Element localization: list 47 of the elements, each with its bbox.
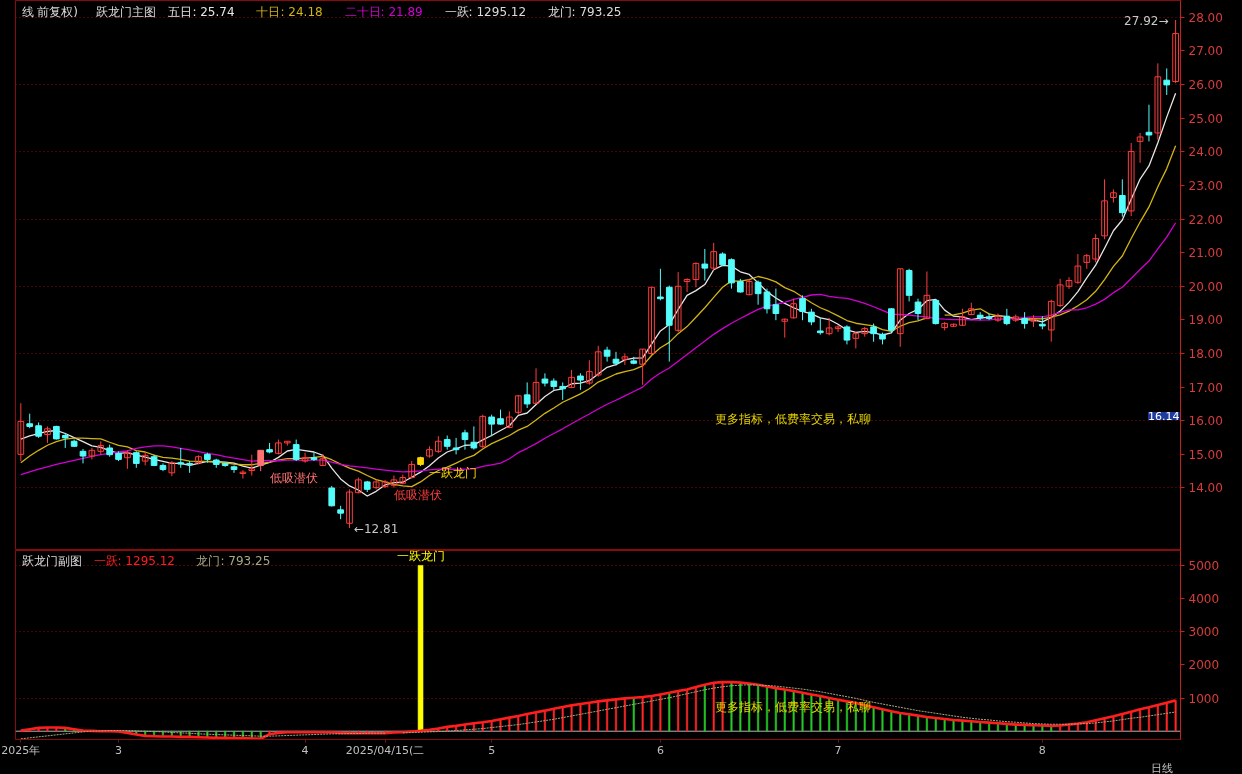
- y-tick-label: 17.00: [1188, 380, 1223, 395]
- y-tick-label: 5000: [1188, 558, 1220, 573]
- x-tick-label: 2025/04/15(二: [345, 743, 425, 757]
- x-tick-label: 5: [488, 743, 496, 757]
- x-tick-label: 3: [115, 743, 123, 757]
- y-tick-label: 19.00: [1188, 313, 1223, 328]
- x-tick-label: 6: [656, 743, 664, 757]
- y-tick-label: 21.00: [1188, 246, 1223, 261]
- y-tick-label: 27.00: [1188, 44, 1223, 59]
- annotation: 16.14: [1148, 410, 1180, 424]
- text: 一跃: 1295.12: [93, 554, 175, 569]
- y-tick-label: 4000: [1188, 592, 1220, 607]
- y-tick-label: 18.00: [1188, 347, 1223, 361]
- annotation: 龙门: 793.25: [547, 4, 622, 19]
- text: 二十日: 21.89: [344, 4, 423, 19]
- y-tick-label: 1000: [1188, 691, 1220, 706]
- data-label: 一跃龙门: [396, 549, 445, 564]
- x-tick-label: 8: [1038, 743, 1046, 757]
- y-tick-label: 25.00: [1188, 111, 1223, 126]
- y-tick-label: 24.00: [1188, 145, 1223, 160]
- text: 一跃龙门: [429, 466, 478, 481]
- y-tick-label: 23.00: [1188, 178, 1223, 193]
- text: 低吸潜伏: [269, 471, 318, 486]
- y-tick-label: 16.00: [1188, 414, 1223, 429]
- y-tick-label: 20.00: [1188, 279, 1223, 294]
- chart-subtitle: 线 前复权): [21, 4, 78, 19]
- annotation: 更多指标，低费率交易，私聊: [714, 412, 871, 427]
- y-tick-label: 14.00: [1188, 481, 1223, 496]
- y-tick-label: 28.00: [1188, 10, 1223, 25]
- text: 十日: 24.18: [256, 4, 323, 19]
- y-tick-label: 2000: [1188, 658, 1220, 673]
- annotation: ←12.81: [353, 521, 399, 536]
- chart-title: 跃龙门副图: [21, 554, 82, 569]
- y-tick-label: 15.00: [1188, 447, 1223, 462]
- y-tick-label: 22.00: [1188, 212, 1223, 227]
- annotation: 一跃: 1295.12: [444, 4, 527, 19]
- x-tick-label: 7: [834, 743, 842, 757]
- x-tick-label: 4: [301, 743, 309, 757]
- chart-title: 跃龙门主图: [96, 4, 157, 19]
- y-tick-label: 26.00: [1188, 78, 1223, 93]
- annotation: 27.92→: [1124, 13, 1169, 28]
- x-tick-label: 2025年: [1, 743, 41, 757]
- text: 日线: [1150, 761, 1173, 774]
- text: 五日: 25.74: [168, 4, 235, 19]
- y-tick-label: 3000: [1188, 625, 1220, 640]
- text: 龙门: 793.25: [196, 554, 271, 569]
- text: 低吸潜伏: [393, 487, 442, 502]
